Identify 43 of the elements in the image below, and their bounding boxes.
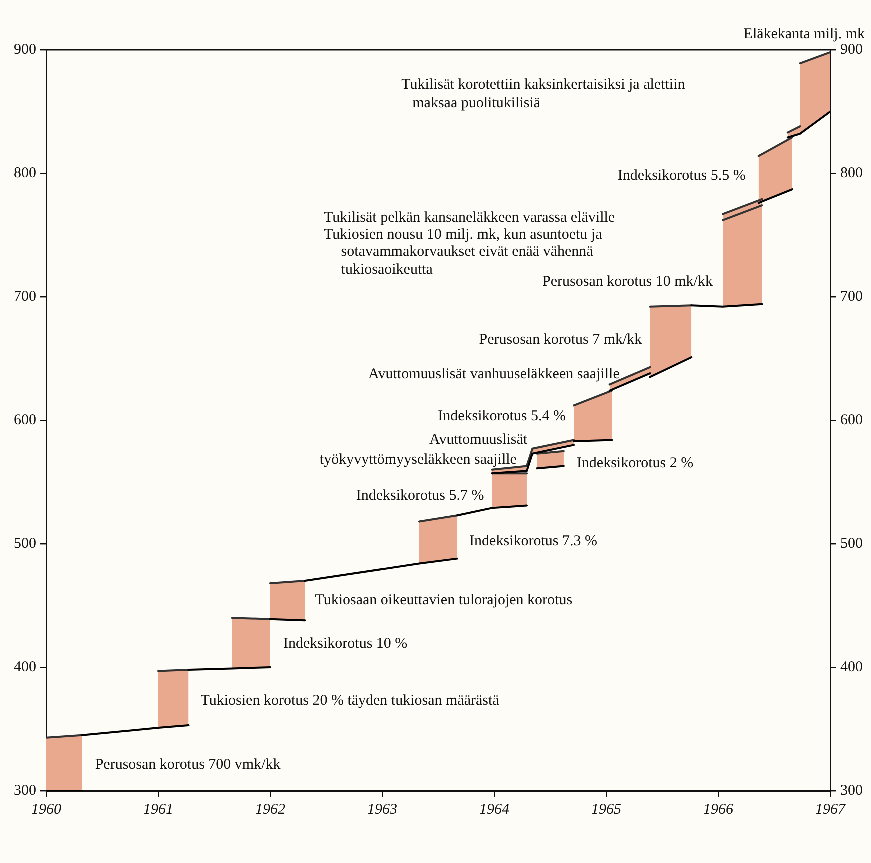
annotation: Indeksikorotus 5.5 % (618, 168, 746, 184)
x-tick-label: 1965 (592, 802, 622, 818)
annotation: Tukilisät pelkän kansaneläkkeen varassa eläville (324, 210, 616, 226)
x-tick-label: 1961 (144, 802, 174, 818)
annotation: Indeksikorotus 7.3 % (470, 533, 598, 550)
y-tick-label: 700 (14, 288, 36, 305)
annotation: sotavammakorvaukset eivät enää vähennä (341, 244, 594, 260)
annotation: Perusosan korotus 700 vmk/kk (95, 757, 282, 774)
annotation: Perusosan korotus 7 mk/kk (479, 332, 643, 348)
annotation: Tukilisät korotettiin kaksinkertaisiksi ja alettiin (402, 76, 686, 93)
y2-tick-label: 400 (840, 659, 863, 676)
y2-tick-label: 900 (840, 42, 863, 58)
annotation: Indeksikorotus 5.7 % (356, 488, 484, 504)
x-tick-label: 1960 (32, 802, 62, 818)
y-tick-label: 500 (14, 536, 36, 552)
annotation: Tukiosien nousu 10 milj. mk, kun asuntoetu ja (324, 227, 603, 244)
annotation: Indeksikorotus 5.4 % (438, 408, 566, 425)
annotation: Tukiosien korotus 20 % täyden tukiosan määrästä (200, 692, 500, 709)
annotation: maksaa puolitukilisiä (412, 95, 541, 112)
y-tick-label: 400 (14, 659, 36, 676)
y2-tick-label: 500 (840, 536, 863, 552)
y2-tick-label: 600 (840, 412, 863, 428)
y-tick-label: 300 (14, 782, 36, 799)
y2-tick-label: 300 (840, 782, 863, 799)
x-tick-label: 1966 (704, 802, 734, 818)
x-tick-label: 1964 (480, 802, 510, 818)
y2-axis-title: Eläkekanta milj. mk (744, 26, 866, 42)
annotation: Avuttomuuslisät (430, 432, 528, 448)
x-tick-label: 1962 (256, 802, 286, 818)
x-tick-label: 1963 (368, 802, 398, 818)
annotation: tukiosaoikeutta (341, 262, 434, 278)
annotation: Perusosan korotus 10 mk/kk (542, 274, 714, 290)
annotation: Indeksikorotus 10 % (284, 636, 408, 652)
y-tick-label: 800 (14, 165, 36, 182)
annotation: työkyvyttömyyseläkkeen saajille (320, 452, 518, 468)
y-tick-label: 900 (14, 42, 36, 58)
y2-tick-label: 700 (840, 288, 863, 305)
y-tick-label: 600 (14, 412, 36, 428)
annotation: Avuttomuuslisät vanhuuseläkkeen saajille (368, 366, 620, 383)
annotation: Indeksikorotus 2 % (576, 456, 694, 472)
x-tick-label: 1967 (816, 802, 847, 818)
y2-tick-label: 800 (840, 165, 863, 182)
annotation: Tukiosaan oikeuttavien tulorajojen korotus (315, 592, 573, 609)
